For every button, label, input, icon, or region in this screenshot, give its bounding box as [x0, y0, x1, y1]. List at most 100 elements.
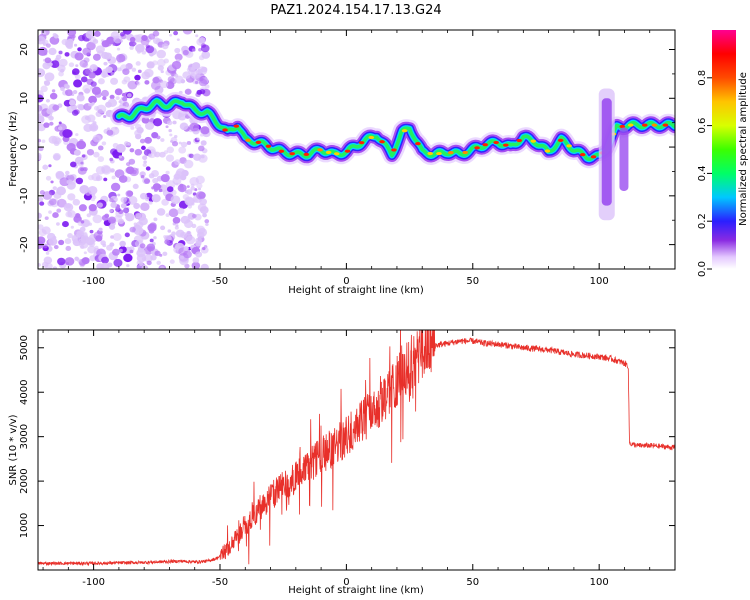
noise-blob [200, 133, 204, 137]
noise-blob [152, 76, 160, 84]
noise-blob [93, 105, 100, 111]
noise-blob [129, 37, 136, 43]
noise-blob [123, 76, 131, 83]
noise-blob [63, 83, 69, 89]
noise-blob [113, 35, 123, 44]
spectrogram-xtick-label: -50 [212, 276, 228, 287]
noise-blob [129, 167, 139, 177]
ridge-hotspot [358, 141, 365, 145]
noise-blob [38, 115, 45, 124]
noise-blob [82, 47, 92, 56]
noise-blob [120, 196, 128, 203]
noise-blob [83, 251, 87, 255]
noise-blob [149, 52, 154, 57]
noise-blob [154, 151, 161, 158]
noise-blob [133, 222, 138, 226]
noise-blob [161, 43, 169, 50]
noise-blob [109, 94, 115, 100]
noise-blob [97, 145, 104, 151]
noise-blob [115, 143, 126, 153]
noise-blob [168, 128, 172, 133]
snr-panel: -100 -50 0 50 100 1000 2000 3000 4000 5000 Height… [8, 329, 676, 596]
noise-blob [180, 255, 185, 260]
noise-blob [38, 111, 41, 117]
noise-blob [48, 47, 57, 56]
noise-blob [101, 214, 109, 221]
noise-blob [107, 98, 118, 108]
noise-blob [135, 133, 142, 140]
noise-blob [86, 148, 95, 156]
noise-blob [38, 229, 47, 237]
noise-blob [188, 153, 194, 159]
noise-blob [140, 174, 145, 179]
noise-blob [189, 122, 200, 132]
noise-blob [77, 34, 86, 42]
noise-blob [106, 129, 114, 136]
noise-blob [101, 40, 110, 48]
spike-core [601, 98, 612, 206]
noise-blob [93, 30, 101, 37]
noise-blob [38, 104, 43, 112]
ridge-hotspot [245, 138, 251, 142]
noise-blob [195, 251, 203, 258]
noise-blob [150, 254, 157, 261]
noise-blob [127, 80, 138, 90]
ridge-hotspot [482, 143, 488, 147]
noise-blob [194, 80, 199, 84]
noise-blob [52, 186, 57, 191]
noise-blob [44, 57, 52, 64]
noise-blob [48, 237, 58, 246]
noise-blob [102, 243, 107, 248]
noise-blob [133, 42, 137, 46]
ridge-hotspot [303, 152, 310, 156]
noise-blob [72, 90, 78, 95]
noise-blob [138, 217, 148, 226]
noise-blob [65, 203, 71, 209]
noise-blob [38, 68, 46, 78]
noise-blob [55, 170, 65, 179]
noise-blob [162, 251, 168, 257]
ridge-hotspot [530, 139, 537, 143]
noise-blob [73, 149, 81, 156]
noise-blob [193, 153, 202, 161]
ridge-hotspot [516, 138, 523, 143]
snr-ytick-label: 4000 [19, 379, 30, 404]
noise-blob [52, 212, 59, 219]
ridge-green [117, 98, 675, 162]
noise-blob [58, 50, 63, 55]
noise-blob [165, 125, 169, 129]
noise-blob [101, 256, 109, 264]
noise-blob [192, 192, 197, 196]
noise-blob [148, 228, 155, 234]
noise-blob [51, 89, 56, 93]
ridge-hotspot [222, 128, 228, 132]
spectrogram-xtick-label: 50 [466, 276, 479, 287]
noise-blob [127, 142, 132, 146]
noise-blob [171, 60, 182, 70]
noise-blob [137, 69, 142, 74]
noise-blob [71, 109, 79, 116]
noise-blob [53, 34, 59, 39]
noise-blob [110, 77, 119, 85]
noise-blob [43, 80, 51, 86]
noise-blob [67, 233, 73, 239]
noise-blob [163, 234, 167, 239]
noise-blob [70, 225, 74, 229]
noise-blob [144, 80, 150, 85]
noise-blob [184, 190, 189, 194]
noise-blob [58, 121, 62, 125]
noise-blob [191, 213, 197, 219]
noise-blob [198, 191, 206, 199]
colorbar-tick-label: 0.4 [697, 165, 708, 181]
noise-blob [76, 103, 83, 109]
noise-blob [49, 116, 54, 120]
noise-blob [140, 37, 150, 46]
noise-blob [76, 140, 87, 150]
noise-blob [43, 122, 50, 128]
noise-blob [53, 154, 61, 161]
spectrogram-ytick-label: 10 [19, 92, 30, 105]
noise-blob [84, 115, 90, 120]
ridge-hotspot [289, 152, 295, 156]
noise-blob [136, 126, 144, 134]
noise-blob [125, 162, 131, 167]
